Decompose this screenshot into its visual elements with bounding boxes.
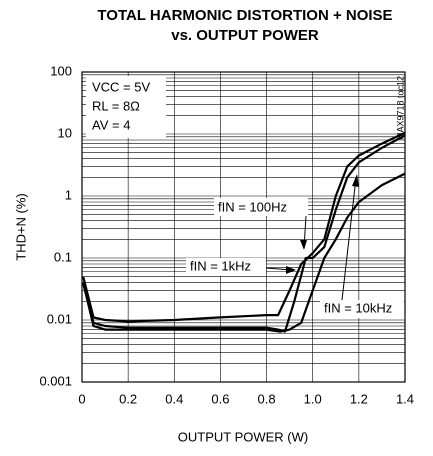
y-tick-label: 10 bbox=[58, 125, 72, 140]
chart-title: TOTAL HARMONIC DISTORTION + NOISE bbox=[97, 7, 392, 24]
condition: RL = 8Ω bbox=[92, 98, 140, 113]
condition: AV = 4 bbox=[92, 117, 130, 132]
y-tick-label: 0.1 bbox=[54, 249, 72, 264]
x-tick-label: 1.0 bbox=[304, 391, 322, 406]
chart-subtitle: vs. OUTPUT POWER bbox=[171, 27, 319, 44]
label-bg bbox=[214, 198, 308, 216]
x-tick-label: 0.4 bbox=[165, 391, 183, 406]
series-line bbox=[82, 131, 406, 323]
x-tick-label: 1.2 bbox=[350, 391, 368, 406]
series-label: fIN = 100Hz bbox=[218, 199, 287, 214]
condition: VCC = 5V bbox=[92, 79, 150, 94]
y-tick-label: 1 bbox=[65, 187, 72, 202]
arrow bbox=[341, 177, 357, 301]
y-tick-label: 0.001 bbox=[39, 373, 72, 388]
x-axis-label: OUTPUT POWER (W) bbox=[178, 429, 308, 444]
arrow-head bbox=[352, 174, 359, 187]
x-tick-label: 1.4 bbox=[396, 391, 414, 406]
y-tick-label: 0.01 bbox=[47, 311, 72, 326]
y-axis-label: THD+N (%) bbox=[13, 193, 28, 261]
y-tick-label: 100 bbox=[50, 63, 72, 78]
side-note: MAX9718 toc12 bbox=[395, 76, 405, 140]
series-line bbox=[82, 134, 406, 333]
conditions-box bbox=[86, 76, 166, 138]
x-tick-label: 0.8 bbox=[258, 391, 276, 406]
arrow-head bbox=[286, 266, 296, 274]
series-line bbox=[82, 172, 406, 333]
x-tick-label: 0.6 bbox=[211, 391, 229, 406]
series-label: fIN = 10kHz bbox=[324, 300, 392, 315]
arrow-head bbox=[300, 240, 307, 250]
x-tick-label: 0.2 bbox=[119, 391, 137, 406]
label-bg bbox=[186, 258, 266, 276]
series-label: fIN = 1kHz bbox=[190, 258, 251, 273]
plot-frame bbox=[81, 71, 406, 383]
x-tick-label: 0 bbox=[78, 391, 85, 406]
label-bg bbox=[320, 300, 404, 318]
